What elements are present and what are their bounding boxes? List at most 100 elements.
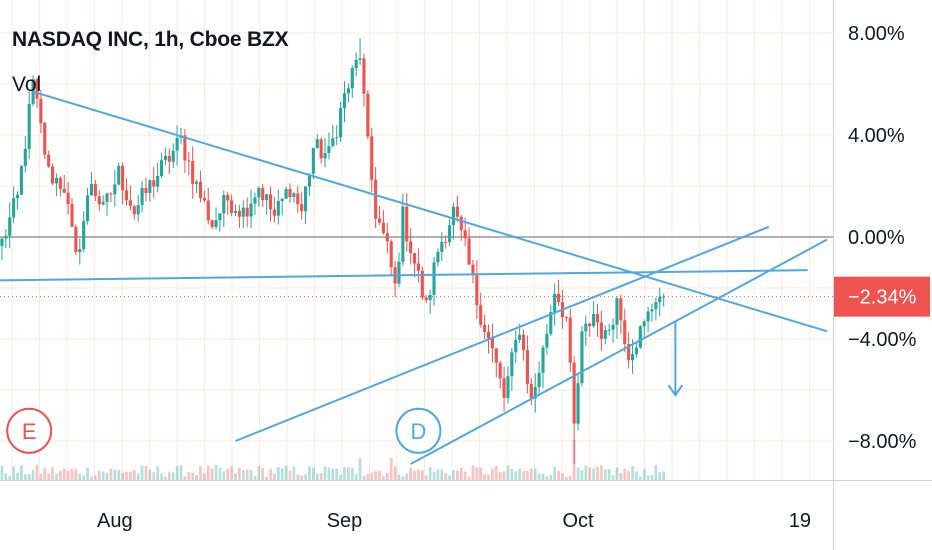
candle-body <box>459 216 463 231</box>
trendline[interactable] <box>235 225 770 442</box>
candle <box>245 197 249 228</box>
volume-bar <box>35 465 39 480</box>
volume-bar <box>140 465 144 480</box>
event-marker-letter: D <box>411 419 427 444</box>
candle <box>358 38 362 65</box>
candle-body <box>214 220 218 227</box>
candle-body <box>592 314 596 327</box>
candle <box>448 218 452 247</box>
trendline[interactable] <box>32 90 828 333</box>
candle <box>424 295 428 304</box>
volume-bar <box>405 473 409 480</box>
volume-bar <box>70 468 74 480</box>
candle-body <box>280 198 284 201</box>
candle-body <box>105 193 109 202</box>
candle <box>265 193 269 215</box>
candle-body <box>588 323 592 327</box>
volume-bars <box>0 440 666 480</box>
volume-bar <box>600 465 603 480</box>
event-marker-e[interactable]: E <box>6 407 53 454</box>
candle-body <box>66 192 70 205</box>
candle <box>183 128 187 174</box>
event-marker-circle[interactable] <box>6 407 53 454</box>
candle <box>136 195 140 222</box>
candle <box>510 347 514 391</box>
volume-bar <box>171 472 175 480</box>
candle <box>12 186 16 224</box>
candle-body <box>140 187 144 206</box>
candle <box>658 287 662 317</box>
candle-body <box>117 165 121 185</box>
volume-bar <box>4 473 8 480</box>
candle <box>479 292 483 328</box>
volume-bar <box>253 475 257 480</box>
trendline-drawings[interactable] <box>0 90 828 465</box>
candle <box>128 185 132 211</box>
candle <box>132 204 136 220</box>
volume-bar <box>319 473 323 480</box>
candle-body <box>307 173 312 187</box>
candle <box>105 192 109 216</box>
candle-body <box>58 177 62 189</box>
volume-bar <box>226 468 230 480</box>
current-price-badge: −2.34% <box>834 276 930 317</box>
candle <box>62 174 66 194</box>
candle-body <box>78 249 82 253</box>
candle <box>397 252 401 287</box>
candle <box>300 192 304 220</box>
candle <box>533 373 537 413</box>
volume-bar <box>502 471 506 480</box>
candle <box>280 198 284 216</box>
volume-bar <box>393 466 397 480</box>
event-marker-circle[interactable] <box>395 407 442 454</box>
candle <box>50 163 55 186</box>
candle <box>272 196 276 223</box>
candle-body <box>304 186 308 212</box>
volume-bar <box>631 466 634 480</box>
candle <box>331 124 335 148</box>
candle-body <box>502 378 506 398</box>
candle <box>78 238 82 265</box>
candle <box>86 187 90 225</box>
candle <box>23 135 27 173</box>
volume-bar <box>358 458 362 480</box>
candle-body <box>595 314 600 323</box>
x-tick-label: 19 <box>789 510 811 532</box>
volume-bar <box>331 468 335 480</box>
volume-bar <box>0 465 4 480</box>
candle <box>366 90 370 140</box>
candle-body <box>210 220 214 227</box>
down-arrow-drawing[interactable] <box>667 321 684 397</box>
volume-bar <box>549 475 553 480</box>
candle <box>237 204 241 228</box>
candle <box>276 189 280 225</box>
candle-body <box>0 238 4 247</box>
arrow-head[interactable] <box>667 384 684 397</box>
trendline[interactable] <box>0 269 808 282</box>
candle <box>198 170 203 203</box>
candle <box>4 229 8 249</box>
candle <box>634 341 638 358</box>
candle <box>494 348 498 378</box>
candle-body <box>541 347 545 373</box>
candle-body <box>144 187 148 194</box>
volume-bar <box>90 476 93 480</box>
candle-body <box>253 197 257 204</box>
volume-bar <box>121 472 124 480</box>
current-price-badge-label: −2.34% <box>848 287 917 309</box>
event-marker-d[interactable]: D <box>395 407 442 454</box>
candle <box>401 193 405 267</box>
trendline[interactable] <box>410 238 828 465</box>
candle <box>304 186 308 225</box>
candle-body <box>537 372 541 388</box>
volume-bar <box>16 472 19 480</box>
candle-body <box>580 331 584 384</box>
candle <box>323 138 327 168</box>
volume-bar <box>335 468 339 480</box>
x-tick-label: Aug <box>97 510 133 532</box>
candle-body <box>121 165 125 191</box>
volume-bar <box>448 475 451 480</box>
volume-bar <box>475 467 479 480</box>
